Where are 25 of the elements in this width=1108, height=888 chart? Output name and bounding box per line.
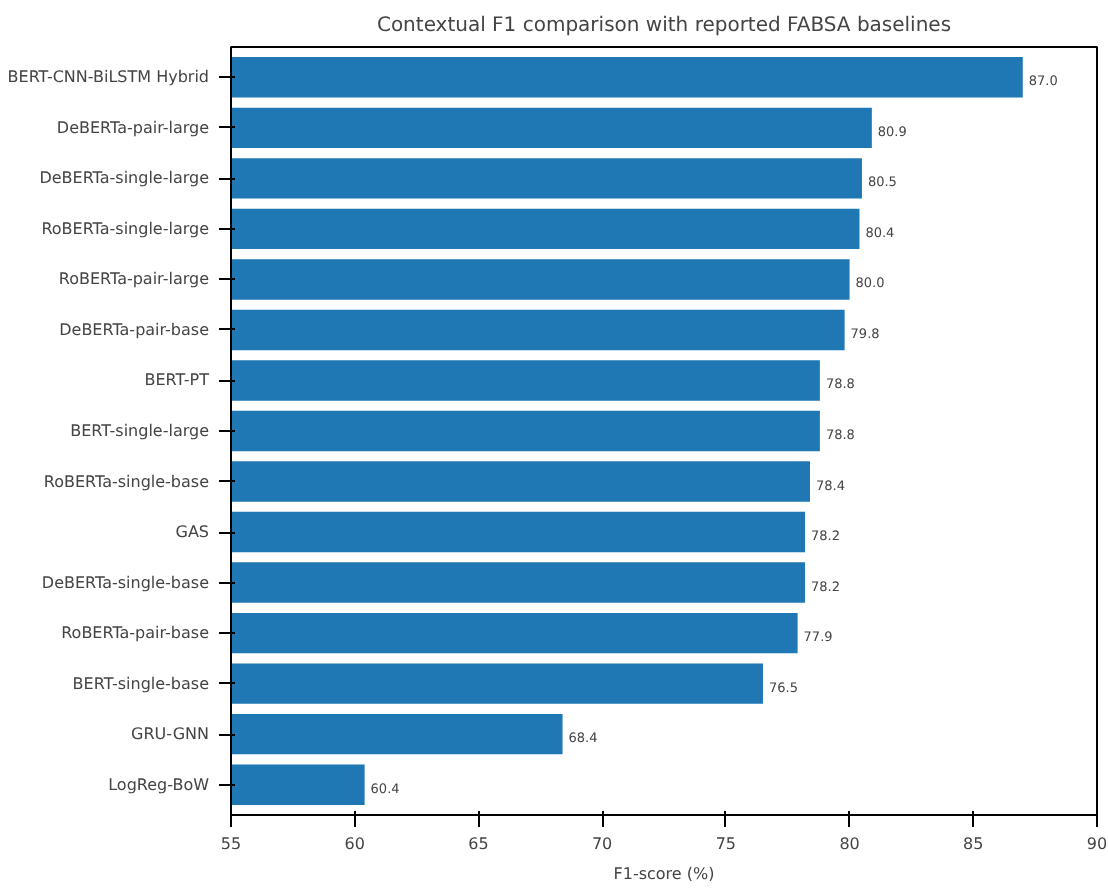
x-tick-label: 60 xyxy=(344,835,365,853)
y-tick-label: DeBERTa-single-large xyxy=(39,169,210,188)
y-tick-label: DeBERTa-pair-base xyxy=(59,320,210,339)
y-tick-label: RoBERTa-single-base xyxy=(43,472,210,491)
x-axis-title: F1-score (%) xyxy=(613,865,715,883)
x-tick-label: 75 xyxy=(715,835,737,853)
y-tick-label: BERT-single-large xyxy=(70,422,210,440)
chart-title: Contextual F1 comparison with reported FABSA baselines xyxy=(376,15,952,37)
x-tick-label: 55 xyxy=(220,835,242,853)
y-tick-label: BERT-CNN-BiLSTM Hybrid xyxy=(7,68,210,87)
x-tick-label: 85 xyxy=(963,835,984,853)
y-tick-label: GRU-GNN xyxy=(131,725,210,744)
y-tick-label: RoBERTa-pair-base xyxy=(61,624,210,643)
y-tick-label: BERT-PT xyxy=(144,371,210,390)
x-tick-label: 70 xyxy=(591,835,613,853)
y-tick-label: BERT-single-base xyxy=(72,674,210,693)
x-tick-label: 90 xyxy=(1086,835,1108,853)
x-tick-label: 80 xyxy=(839,835,860,853)
y-tick-label: RoBERTa-pair-large xyxy=(58,270,210,289)
y-tick-label: RoBERTa-single-large xyxy=(41,219,210,238)
y-tick-label: DeBERTa-single-base xyxy=(41,573,210,592)
x-tick-label: 65 xyxy=(468,835,489,853)
y-tick-label: GAS xyxy=(175,523,209,542)
y-tick-label: DeBERTa-pair-large xyxy=(56,118,210,137)
y-tick-label: LogReg-BoW xyxy=(108,775,210,794)
